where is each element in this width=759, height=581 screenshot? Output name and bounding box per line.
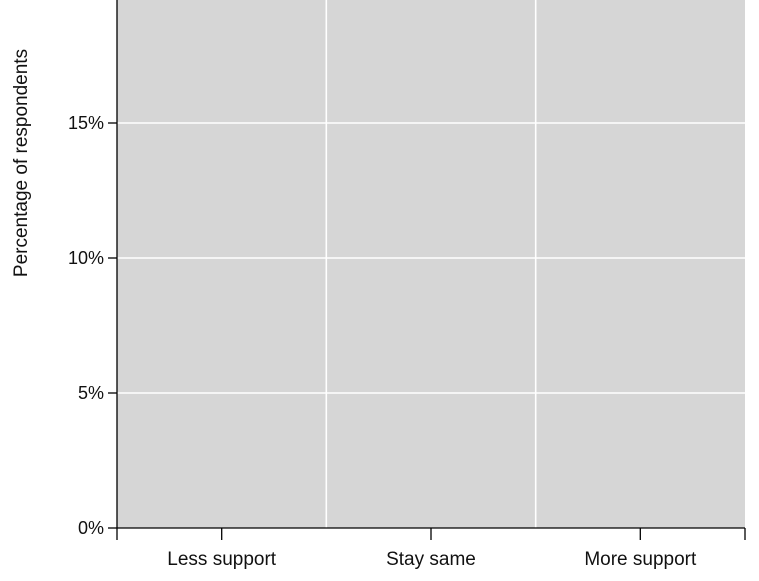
x-tick-label-2: More support	[584, 549, 697, 570]
y-tick-label-0: 0%	[78, 518, 104, 538]
bar-0	[117, 0, 327, 528]
y-tick-label-1: 5%	[78, 383, 104, 403]
bar-2	[535, 0, 745, 528]
x-tick-label-0: Less support	[167, 549, 277, 570]
grid-layer	[117, 0, 745, 528]
y-axis-label: Percentage of respondents	[11, 49, 32, 277]
y-tick-label-3: 15%	[68, 113, 104, 133]
bars-layer	[117, 0, 745, 528]
axes-layer	[108, 0, 746, 540]
x-tick-label-1: Stay same	[386, 549, 476, 570]
bar-1	[326, 0, 536, 528]
y-tick-label-2: 10%	[68, 248, 104, 268]
